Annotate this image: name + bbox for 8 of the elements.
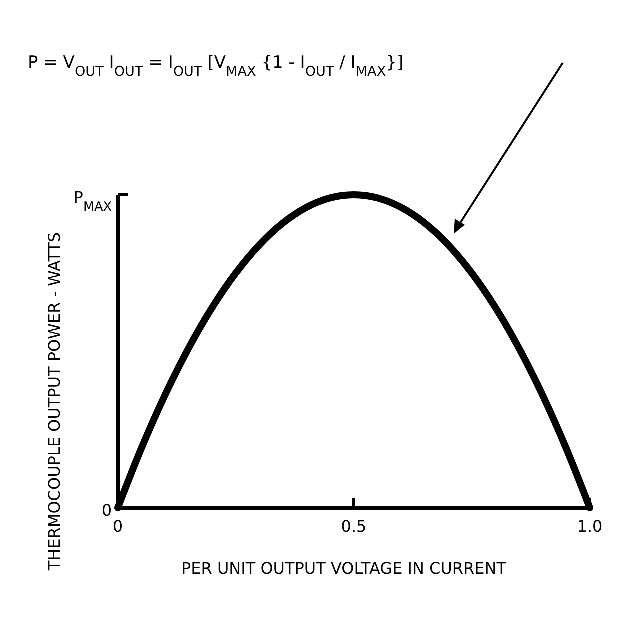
x-tick-label: 1.0 <box>577 517 603 536</box>
text: P$_{MAX}$ <box>74 188 112 214</box>
x-tick-label: 0.5 <box>341 517 367 536</box>
y-axis-title: THERMOCOUPLE OUTPUT POWER - WATTS <box>45 232 64 572</box>
text: 0 <box>102 501 112 520</box>
x-tick-label: 0 <box>112 517 124 536</box>
x-axis-title: PER UNIT OUTPUT VOLTAGE IN CURRENT <box>181 559 507 578</box>
text: P = V$_{OUT}$ I$_{OUT}$ = I$_{OUT}$ [V$_{MAX}$ {1 - I$_{OUT}$ / I$_{MAX}$}] <box>28 53 404 80</box>
